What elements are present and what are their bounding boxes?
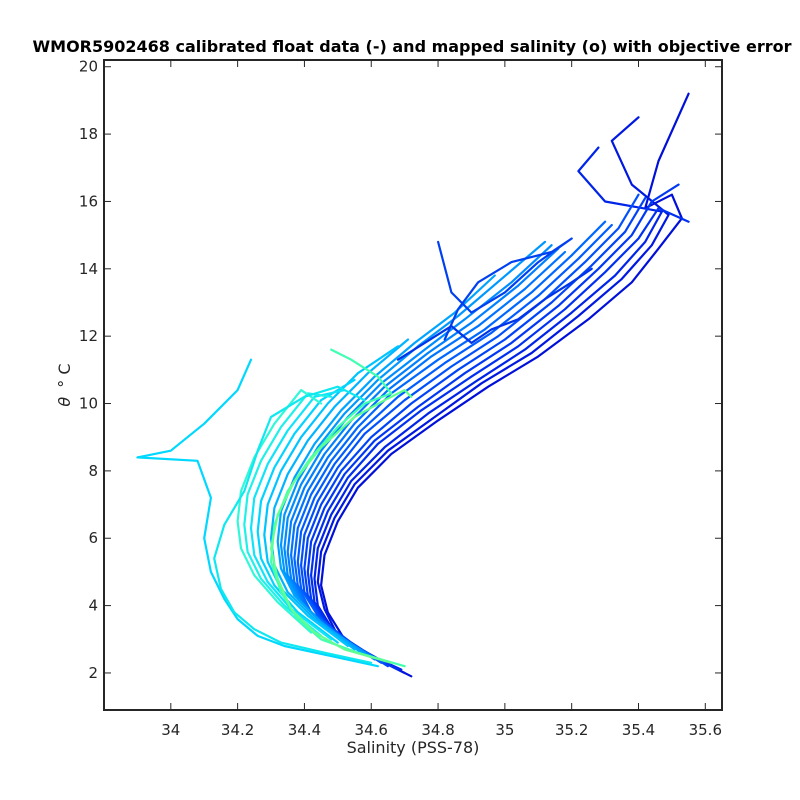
profile-line <box>310 207 690 671</box>
profile-line <box>243 392 333 638</box>
profile-line <box>437 237 573 341</box>
profile-line <box>213 385 373 664</box>
x-tick-label: 34.4 <box>288 721 321 739</box>
x-axis-label: Salinity (PSS-78) <box>347 738 480 757</box>
profile-line <box>269 389 413 664</box>
y-tick-label: 2 <box>88 664 98 682</box>
profile-line <box>320 92 690 678</box>
plot-area <box>136 92 690 678</box>
y-tick-label: 8 <box>88 462 98 480</box>
profile-line <box>303 197 647 668</box>
y-tick-label: 14 <box>79 260 98 278</box>
profile-line <box>249 389 346 641</box>
axes-box <box>103 59 723 711</box>
x-tick-label: 34.8 <box>421 721 454 739</box>
profile-line <box>286 247 560 658</box>
profile-line <box>276 274 496 654</box>
x-tick-label: 35.6 <box>689 721 722 739</box>
chart-title: WMOR5902468 calibrated float data (-) an… <box>33 37 792 56</box>
y-tick-label: 20 <box>79 58 98 76</box>
x-tick-label: 35.2 <box>555 721 588 739</box>
profile-line <box>283 244 553 658</box>
profile-line <box>290 250 567 661</box>
x-tick-label: 35 <box>495 721 514 739</box>
profile-line <box>316 116 670 675</box>
profile-line <box>136 358 379 668</box>
y-tick-label: 4 <box>88 597 98 615</box>
x-tick-label: 34 <box>161 721 180 739</box>
y-tick-label: 10 <box>79 395 98 413</box>
y-tick-label: 16 <box>79 192 98 210</box>
profile-line <box>396 267 593 361</box>
y-axis-label-units: ° C <box>55 363 74 387</box>
x-tick-label: 34.6 <box>355 721 388 739</box>
y-tick-label: 18 <box>79 125 98 143</box>
x-tick-label: 35.4 <box>622 721 655 739</box>
profile-line <box>306 183 680 668</box>
y-axis-label: θ ° C <box>55 363 74 406</box>
y-tick-label: 6 <box>88 529 98 547</box>
x-axis: 34 34.2 34.4 34.6 34.8 35 35.2 35.4 35.6 <box>161 60 722 739</box>
profile-line <box>263 345 400 648</box>
profile-line <box>293 220 607 661</box>
y-axis: 2 4 6 8 10 12 14 16 18 20 <box>79 58 722 682</box>
profile-line <box>296 223 613 664</box>
x-tick-label: 34.2 <box>221 721 254 739</box>
y-axis-label-symbol: θ <box>55 397 74 407</box>
y-tick-label: 12 <box>79 327 98 345</box>
profile-line <box>269 338 410 651</box>
